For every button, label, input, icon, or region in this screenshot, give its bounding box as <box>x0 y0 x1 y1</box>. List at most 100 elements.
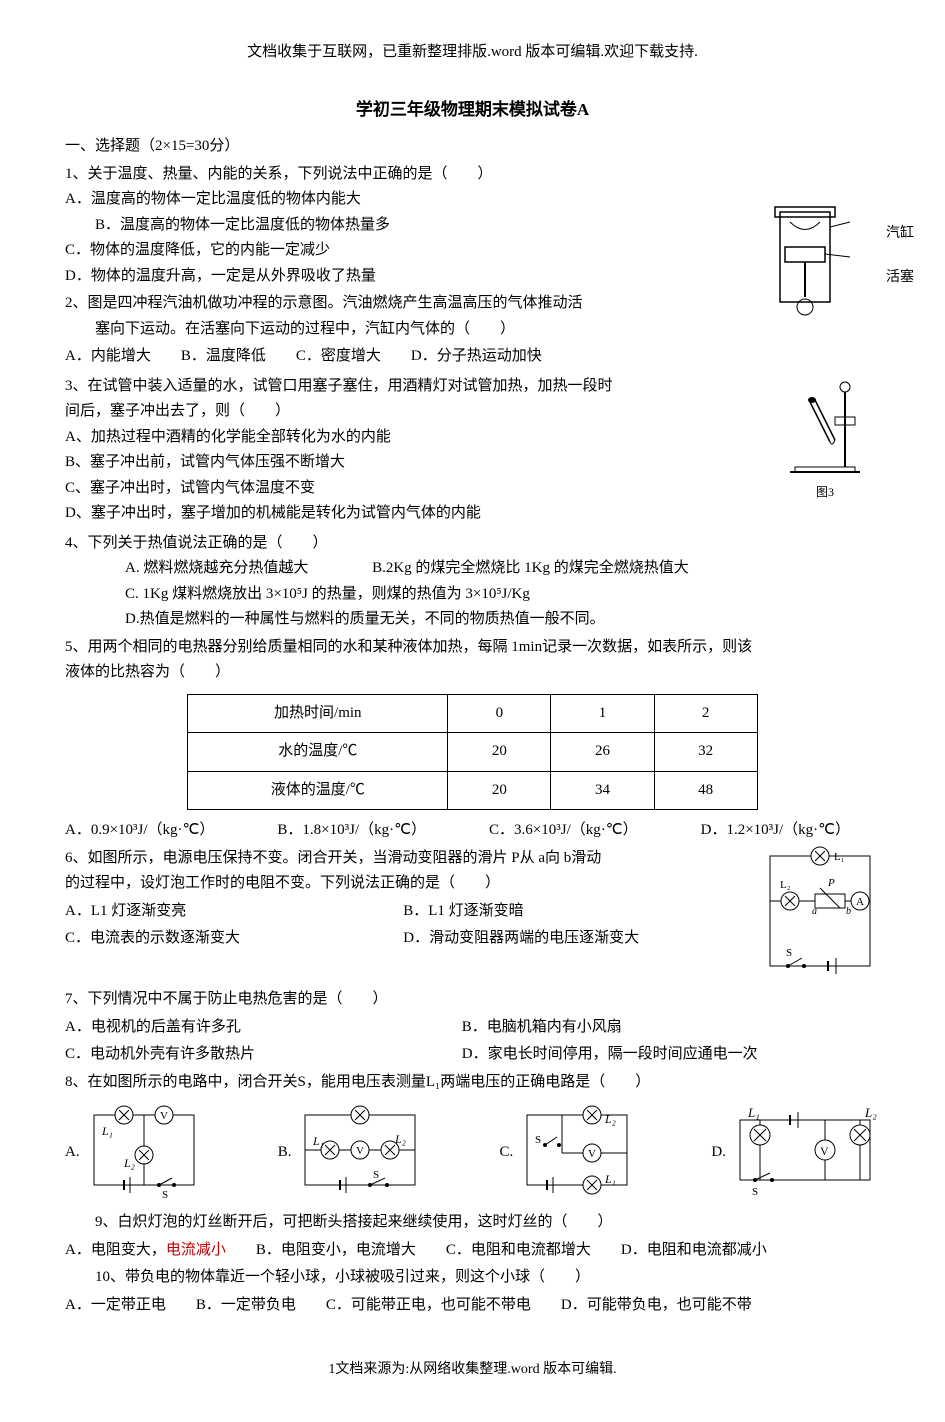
q3-opt-d: D、塞子冲出时，塞子增加的机械能是转化为试管内气体的内能 <box>65 501 880 527</box>
exam-title: 学初三年级物理期末模拟试卷A <box>65 96 880 125</box>
q2-stem2: 塞向下运动。在活塞向下运动的过程中，汽缸内气体的（ ） <box>65 317 880 343</box>
q8-circuit-d: D. L₁ V L₂ S <box>711 1105 880 1200</box>
q3-opt-b: B、塞子冲出前，试管内气体压强不断增大 <box>65 450 880 476</box>
q9-opt-a-black: A．电阻变大， <box>65 1242 166 1258</box>
q3-stem1: 3、在试管中装入适量的水，试管口用塞子塞住，用酒精灯对试管加热，加热一段时 <box>65 374 880 400</box>
q10-opt-d: D．可能带负电，也可能不带 <box>561 1293 752 1319</box>
q4-opt-d: D.热值是燃料的一种属性与燃料的质量无关，不同的物质热值一般不同。 <box>65 607 880 633</box>
svg-text:V: V <box>588 1148 596 1160</box>
svg-text:L₂: L₂ <box>864 1105 877 1120</box>
question-8: 8、在如图所示的电路中，闭合开关S，能用电压表测量L₁两端电压的正确电路是（ ）… <box>65 1070 880 1201</box>
q8-label-c: C. <box>500 1140 514 1166</box>
svg-text:L₁: L₁ <box>101 1124 113 1138</box>
q6-opt-d: D．滑动变阻器两端的电压逐渐变大 <box>403 926 639 952</box>
question-2: 2、图是四冲程汽油机做功冲程的示意图。汽油燃烧产生高温高压的气体推动活 塞向下运… <box>65 291 880 370</box>
q4-opt-a: A. 燃料燃烧越充分热值越大 <box>125 560 308 576</box>
question-6: 6、如图所示，电源电压保持不变。闭合开关，当滑动变阻器的滑片 P从 a向 b滑动… <box>65 846 880 952</box>
q5-r1-c0: 液体的温度/℃ <box>188 771 448 810</box>
svg-text:V: V <box>820 1144 829 1158</box>
q5-opt-d: D．1.2×10³J/（kg·℃） <box>701 818 850 844</box>
q4-stem: 4、下列关于热值说法正确的是（ ） <box>65 531 880 557</box>
q2-opt-b: B．温度降低 <box>181 344 266 370</box>
q5-th-1: 0 <box>448 694 551 733</box>
q7-opt-d: D．家电长时间停用，隔一段时间应通电一次 <box>462 1042 758 1068</box>
q9-stem: 9、白炽灯泡的灯丝断开后，可把断头搭接起来继续使用，这时灯丝的（ ） <box>65 1210 880 1236</box>
q2-stem1: 2、图是四冲程汽油机做功冲程的示意图。汽油燃烧产生高温高压的气体推动活 <box>65 291 880 317</box>
q10-stem: 10、带负电的物体靠近一个轻小球，小球被吸引过来，则这个小球（ ） <box>65 1265 880 1291</box>
q7-opt-a: A．电视机的后盖有许多孔 <box>65 1015 432 1041</box>
q5-r0-c1: 20 <box>448 733 551 772</box>
q1-stem: 1、关于温度、热量、内能的关系，下列说法中正确的是（ ） <box>65 162 880 188</box>
q8-stem: 8、在如图所示的电路中，闭合开关S，能用电压表测量L₁两端电压的正确电路是（ ） <box>65 1070 880 1096</box>
question-10: 10、带负电的物体靠近一个轻小球，小球被吸引过来，则这个小球（ ） A．一定带正… <box>65 1265 880 1318</box>
q8-circuit-a: A. L₁ V L₂ S <box>65 1105 204 1200</box>
q6-opt-b: B．L1 灯逐渐变暗 <box>403 899 523 925</box>
section-1-heading: 一、选择题（2×15=30分） <box>65 134 880 160</box>
q10-opt-c: C．可能带正电，也可能不带电 <box>326 1293 531 1319</box>
q9-opt-c: C．电阻和电流都增大 <box>446 1238 591 1264</box>
svg-text:L₂: L₂ <box>123 1156 135 1170</box>
svg-text:L₁: L₁ <box>747 1105 760 1120</box>
svg-text:L₂: L₂ <box>604 1112 616 1126</box>
q2-opt-a: A．内能增大 <box>65 344 151 370</box>
q5-r1-c1: 20 <box>448 771 551 810</box>
circuit-c-icon: L₂ S V L₁ <box>517 1105 637 1200</box>
q10-opt-a: A．一定带正电 <box>65 1293 166 1319</box>
q6-opt-a: A．L1 灯逐渐变亮 <box>65 899 373 925</box>
q5-th-3: 2 <box>654 694 757 733</box>
svg-text:S: S <box>752 1186 758 1198</box>
q5-r0-c0: 水的温度/℃ <box>188 733 448 772</box>
question-3: 3、在试管中装入适量的水，试管口用塞子塞住，用酒精灯对试管加热，加热一段时 间后… <box>65 374 880 527</box>
circuit-a-icon: L₁ V L₂ S <box>84 1105 204 1200</box>
question-7: 7、下列情况中不属于防止电热危害的是（ ） A．电视机的后盖有许多孔 B．电脑机… <box>65 987 880 1068</box>
q5-r1-c2: 34 <box>551 771 654 810</box>
q5-table: 加热时间/min 0 1 2 水的温度/℃ 20 26 32 液体的温度/℃ 2… <box>187 694 758 811</box>
q7-opt-b: B．电脑机箱内有小风扇 <box>462 1015 622 1041</box>
q8-label-a: A. <box>65 1140 80 1166</box>
q1-opt-d: D．物体的温度升高，一定是从外界吸收了热量 <box>65 264 880 290</box>
q5-r1-c3: 48 <box>654 771 757 810</box>
q1-opt-a: A．温度高的物体一定比温度低的物体内能大 <box>65 187 880 213</box>
q10-opt-b: B．一定带负电 <box>196 1293 296 1319</box>
q9-opt-d: D．电阻和电流都减小 <box>621 1238 767 1264</box>
q5-stem1: 5、用两个相同的电热器分别给质量相同的水和某种液体加热，每隔 1min记录一次数… <box>65 635 880 661</box>
q6-opt-c: C．电流表的示数逐渐变大 <box>65 926 373 952</box>
circuit-d-icon: L₁ V L₂ S <box>730 1105 880 1200</box>
q8-circuit-c: C. L₂ S V L₁ <box>500 1105 638 1200</box>
q4-opt-b: B.2Kg 的煤完全燃烧比 1Kg 的煤完全燃烧热值大 <box>372 560 689 576</box>
q5-opt-b: B．1.8×10³J/（kg·℃） <box>277 818 426 844</box>
q5-th-2: 1 <box>551 694 654 733</box>
question-1: 1、关于温度、热量、内能的关系，下列说法中正确的是（ ） A．温度高的物体一定比… <box>65 162 880 290</box>
q4-opt-c: C. 1Kg 煤料燃烧放出 3×10⁵J 的热量，则煤的热值为 3×10⁵J/K… <box>65 582 880 608</box>
q8-circuit-b: B. L₁ V L₂ S <box>278 1105 426 1200</box>
q9-opt-a-red: 电流减小 <box>166 1242 226 1258</box>
q5-stem2: 液体的比热容为（ ） <box>65 660 880 686</box>
q5-opt-c: C．3.6×10³J/（kg·℃） <box>489 818 638 844</box>
q3-opt-c: C、塞子冲出时，试管内气体温度不变 <box>65 476 880 502</box>
q9-opt-a: A．电阻变大，电流减小 <box>65 1238 226 1264</box>
q3-opt-a: A、加热过程中酒精的化学能全部转化为水的内能 <box>65 425 880 451</box>
q2-opt-c: C．密度增大 <box>296 344 381 370</box>
q5-th-0: 加热时间/min <box>188 694 448 733</box>
svg-text:S: S <box>373 1169 379 1181</box>
header-note: 文档收集于互联网，已重新整理排版.word 版本可编辑.欢迎下载支持. <box>65 40 880 66</box>
q6-stem2: 的过程中，设灯泡工作时的电阻不变。下列说法正确的是（ ） <box>65 871 880 897</box>
q6-stem1: 6、如图所示，电源电压保持不变。闭合开关，当滑动变阻器的滑片 P从 a向 b滑动 <box>65 846 880 872</box>
q1-opt-b: B．温度高的物体一定比温度低的物体热量多 <box>65 213 880 239</box>
svg-text:L₁: L₁ <box>312 1134 324 1148</box>
question-5: 5、用两个相同的电热器分别给质量相同的水和某种液体加热，每隔 1min记录一次数… <box>65 635 880 844</box>
svg-text:S: S <box>535 1134 541 1146</box>
q7-opt-c: C．电动机外壳有许多散热片 <box>65 1042 432 1068</box>
q5-r0-c2: 26 <box>551 733 654 772</box>
q8-label-b: B. <box>278 1140 292 1166</box>
svg-text:L₁: L₁ <box>604 1172 616 1186</box>
svg-text:V: V <box>160 1110 168 1122</box>
circuit-b-icon: L₁ V L₂ S <box>295 1105 425 1200</box>
svg-text:S: S <box>162 1189 168 1200</box>
q9-opt-b: B．电阻变小，电流增大 <box>256 1238 416 1264</box>
q1-opt-c: C．物体的温度降低，它的内能一定减少 <box>65 238 880 264</box>
q8-label-d: D. <box>711 1140 726 1166</box>
svg-text:V: V <box>356 1145 364 1157</box>
q5-opt-a: A．0.9×10³J/（kg·℃） <box>65 818 214 844</box>
q3-stem2: 间后，塞子冲出去了，则（ ） <box>65 399 880 425</box>
